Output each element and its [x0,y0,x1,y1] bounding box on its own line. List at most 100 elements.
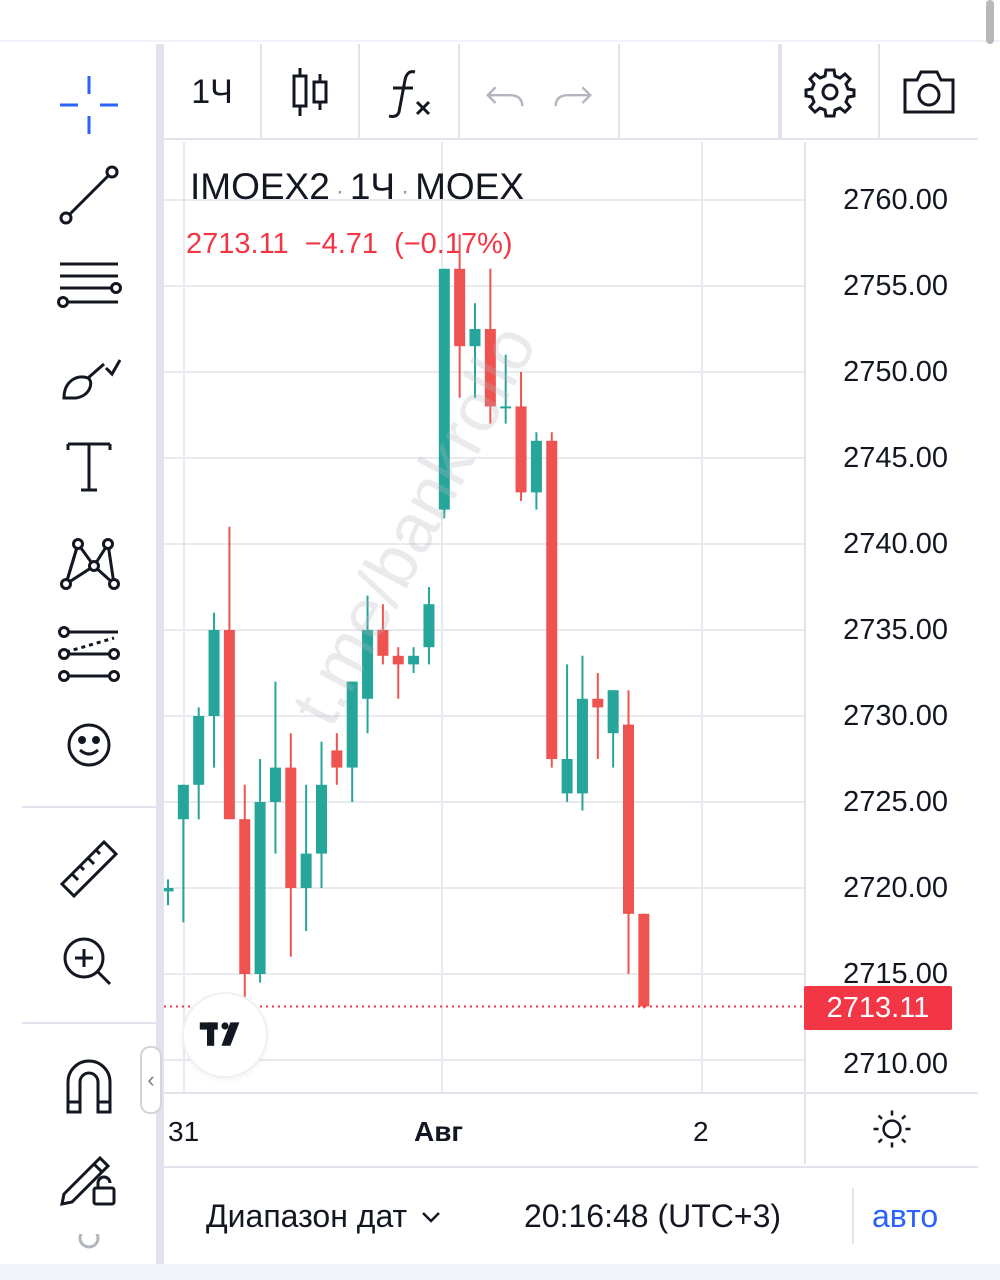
fib-retracement-icon[interactable] [52,248,126,322]
price-label: 2735.00 [843,614,948,646]
candle [239,784,251,1009]
candle [223,526,235,820]
candle-body [484,329,496,407]
pattern-icon[interactable] [52,524,126,598]
time-axis[interactable]: 31 Авг 2 [164,1092,804,1164]
candles-icon [292,68,328,116]
chart-toolbar: 1Ч [164,44,978,140]
candle [561,664,573,802]
interval-label: 1Ч [191,72,233,111]
drawing-toolbar [22,44,178,1264]
candle-body [438,268,450,510]
candle [285,733,297,957]
candle [254,759,266,983]
interval-button[interactable]: 1Ч [164,44,262,140]
legend-dot: · [335,178,344,205]
bottom-divider [852,1188,854,1244]
candle-body [546,440,558,759]
candle [177,784,189,923]
candle-body [331,750,343,768]
undo-redo-group [460,44,620,140]
candle-body [392,655,404,665]
price-axis[interactable]: 2760.00 2755.00 2750.00 2745.00 2740.00 2735.… [804,142,978,1092]
text-icon[interactable] [52,428,126,502]
camera-icon [903,70,955,114]
forecast-icon[interactable] [52,616,126,690]
candle-body [377,630,389,656]
candle-body [500,406,512,409]
chart-pane[interactable] [164,142,804,1092]
candle-body [561,759,573,794]
tradingview-logo[interactable] [184,994,266,1076]
settings-button[interactable] [780,44,880,140]
candle [576,655,588,811]
ruler-icon[interactable] [52,832,126,906]
legend-interval: 1Ч [349,166,396,207]
redo-icon[interactable] [551,70,595,114]
candle-body [530,440,542,493]
toolbar-spacer [620,44,780,140]
candle-body [408,655,420,665]
candle [362,595,374,734]
candle-body [576,698,588,794]
candle [423,587,435,665]
price-label: 2710.00 [843,1048,948,1080]
current-price-label: 2713.11 [804,986,952,1030]
trend-line-icon[interactable] [52,158,126,232]
candle [638,913,650,1009]
tradingview-logo-icon [199,1022,240,1046]
legend-change: −4.71 [304,228,379,260]
screenshot-button[interactable] [880,44,978,140]
candle [346,681,358,802]
candle-body [300,853,312,888]
emoji-icon[interactable] [52,706,126,780]
price-label: 2760.00 [843,184,948,216]
toolbar-divider [22,1022,178,1024]
zoom-in-icon[interactable] [52,922,126,996]
legend-dot: · [401,178,410,205]
price-label: 2745.00 [843,442,948,474]
candle [546,432,558,768]
page-scrollbar[interactable] [986,0,994,44]
clock-timezone[interactable]: 20:16:48 (UTC+3) [524,1198,782,1234]
candle [331,733,343,785]
candle [438,268,450,519]
candle-body [346,681,358,768]
symbol-legend[interactable]: IMOEX2 · 1Ч · MOEX [190,166,524,208]
candle-body [239,819,251,974]
brush-icon[interactable] [52,336,126,410]
theme-toggle-button[interactable] [804,1092,978,1164]
candle [530,432,542,510]
legend-symbol: IMOEX2 [190,166,330,207]
toolbar-divider [22,806,178,808]
candle-body [254,802,266,974]
sun-icon [873,1110,911,1148]
candle-body [638,913,650,1007]
auto-scale-button[interactable]: авто [872,1198,939,1234]
lock-drawings-icon[interactable] [52,1140,126,1214]
more-tools-icon[interactable] [52,1234,126,1264]
collapse-toolbar-button[interactable]: ‹ [140,1046,162,1114]
candle [193,707,205,820]
candle-body [193,716,205,785]
magnet-icon[interactable] [52,1048,126,1122]
candle-body [454,268,466,347]
candle [454,234,466,398]
candle [500,354,512,424]
undo-icon[interactable] [483,70,527,114]
legend-values: 2713.11 −4.71 (−0.17%) [186,228,513,261]
candle [469,303,481,398]
candle-body [423,604,435,648]
candle-body [269,767,281,802]
candle [623,690,634,974]
date-range-button[interactable]: Диапазон дат [206,1198,441,1235]
candle-body [177,784,189,820]
candle-body [208,630,220,716]
candle-body [285,767,297,888]
indicators-button[interactable] [360,44,460,140]
candle-body [623,724,634,914]
chart-type-button[interactable] [262,44,360,140]
time-label: 2 [693,1116,709,1147]
crosshair-icon[interactable] [52,68,126,142]
candle-body [316,784,327,854]
